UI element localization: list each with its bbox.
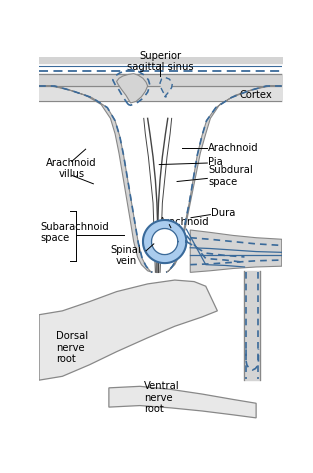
Text: Subdural
space: Subdural space — [208, 165, 253, 187]
Text: Subarachnoid
space: Subarachnoid space — [41, 221, 110, 243]
Polygon shape — [143, 220, 186, 263]
Polygon shape — [117, 74, 148, 103]
Polygon shape — [160, 78, 172, 97]
Text: Arachnoid: Arachnoid — [208, 143, 259, 153]
Text: Arachnoid: Arachnoid — [159, 217, 210, 228]
Polygon shape — [109, 386, 256, 418]
Text: Superior
sagittal sinus: Superior sagittal sinus — [127, 51, 193, 72]
Polygon shape — [151, 228, 178, 254]
Text: Pia: Pia — [208, 157, 223, 167]
Text: Ventral
nerve
root: Ventral nerve root — [144, 381, 179, 414]
Polygon shape — [166, 86, 282, 272]
Text: Cortex: Cortex — [239, 90, 272, 100]
Text: Arachnoid
villus: Arachnoid villus — [46, 158, 97, 179]
Text: Spinal
vein: Spinal vein — [110, 245, 141, 266]
Text: Dura: Dura — [211, 208, 236, 218]
Polygon shape — [39, 280, 217, 380]
Polygon shape — [39, 86, 152, 272]
Text: Dorsal
nerve
root: Dorsal nerve root — [56, 331, 88, 364]
Polygon shape — [190, 230, 282, 272]
Polygon shape — [244, 271, 260, 380]
